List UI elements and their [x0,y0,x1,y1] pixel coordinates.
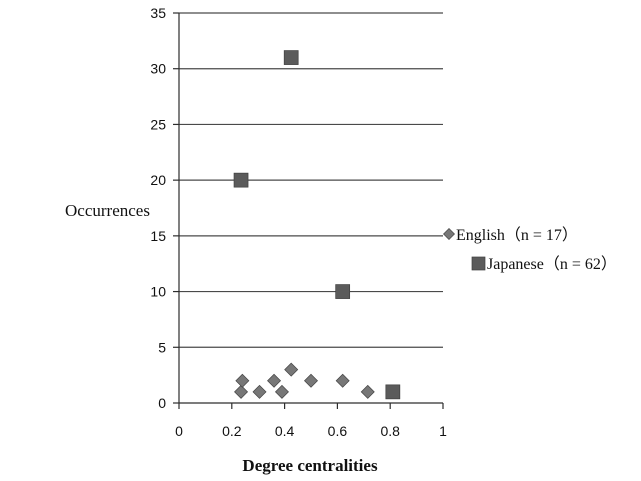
y-tick-label: 20 [150,172,166,188]
japanese-data-point [335,284,351,299]
japanese-data-point [385,384,401,400]
y-axis-label: Occurrences [65,201,150,220]
english-data-point [234,384,249,399]
english-data-point [360,384,375,399]
x-tick-label: 0 [175,423,183,439]
japanese-data-point [233,172,249,188]
grid [179,12,443,348]
y-tick-label: 10 [150,284,166,300]
y-tick-label: 0 [158,395,166,411]
x-tick-label: 0.8 [380,423,400,439]
axes [173,12,444,409]
english-data-point [252,384,267,399]
x-tick-label: 0.2 [222,423,242,439]
legend: English（n = 17） Japanese（n = 62） [443,226,617,273]
english-data-point [235,373,250,388]
english-data-point [304,373,318,388]
x-tick-label: 1 [439,423,447,439]
legend-japanese-square-icon [471,256,486,271]
tick-labels: 0 5 10 15 20 25 30 35 0 0.2 0.4 0.6 0.8 1 [150,5,447,439]
english-data-point [274,384,289,399]
data-points [233,50,401,400]
legend-english-label: English（n = 17） [456,226,578,244]
legend-english-diamond-icon [443,228,455,240]
y-tick-label: 5 [158,339,166,355]
english-data-point [335,373,350,388]
y-tick-label: 35 [150,5,166,21]
legend-japanese-label: Japanese（n = 62） [487,255,617,273]
y-tick-label: 15 [150,228,166,244]
x-tick-label: 0.4 [275,423,295,439]
y-tick-label: 30 [150,61,166,77]
x-tick-label: 0.6 [328,423,348,439]
english-data-point [284,362,299,377]
english-data-point [267,373,282,388]
y-tick-label: 25 [150,116,166,132]
x-axis-label: Degree centralities [242,456,378,475]
japanese-data-point [283,50,299,65]
